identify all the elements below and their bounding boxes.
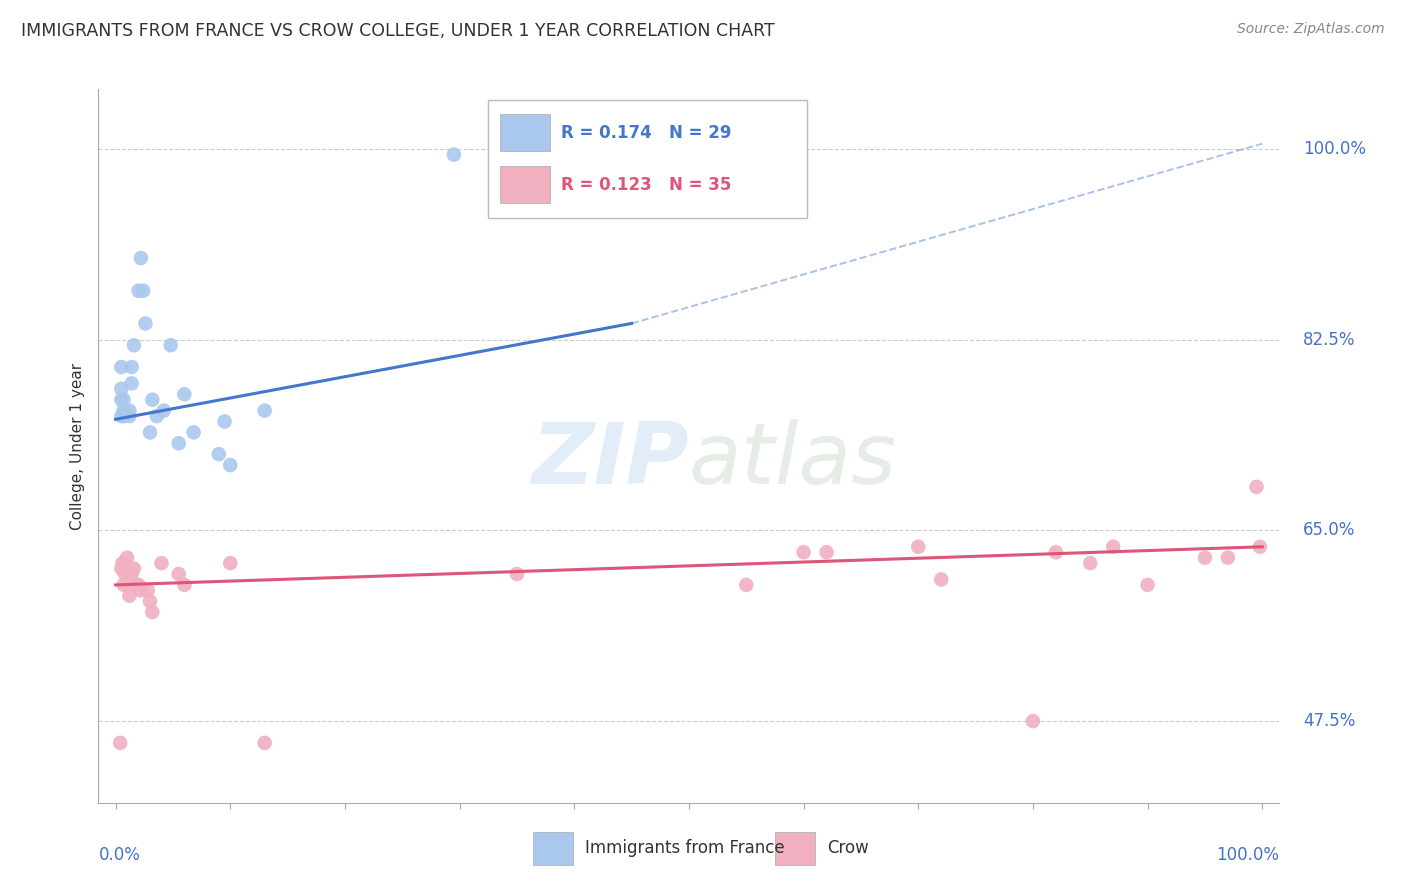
Point: [141, 392, 163, 407]
Text: 82.5%: 82.5%: [1303, 331, 1355, 349]
Point: [1022, 714, 1045, 728]
Text: 65.0%: 65.0%: [1303, 522, 1355, 540]
FancyBboxPatch shape: [533, 832, 574, 865]
Point: [167, 567, 190, 582]
Point: [128, 284, 150, 298]
Point: [443, 147, 465, 161]
Point: [793, 545, 815, 559]
Text: ZIP: ZIP: [531, 418, 689, 502]
Point: [121, 376, 143, 391]
Point: [139, 425, 162, 440]
Point: [111, 556, 134, 570]
Point: [1136, 578, 1159, 592]
Text: 100.0%: 100.0%: [1303, 140, 1367, 158]
Point: [1249, 540, 1271, 554]
Point: [219, 458, 242, 472]
Point: [121, 567, 143, 582]
Point: [129, 251, 152, 265]
Point: [110, 382, 132, 396]
Point: [112, 578, 135, 592]
Point: [150, 556, 173, 570]
FancyBboxPatch shape: [501, 166, 550, 203]
Point: [253, 736, 276, 750]
Point: [159, 338, 181, 352]
Point: [118, 403, 141, 417]
Point: [139, 594, 162, 608]
Point: [1045, 545, 1067, 559]
Text: 47.5%: 47.5%: [1303, 712, 1355, 730]
Point: [112, 403, 135, 417]
Point: [907, 540, 929, 554]
Point: [253, 403, 276, 417]
Point: [125, 578, 148, 592]
Point: [735, 578, 758, 592]
Point: [173, 387, 195, 401]
Point: [1194, 550, 1216, 565]
Point: [815, 545, 838, 559]
Point: [208, 447, 231, 461]
Point: [183, 425, 205, 440]
Point: [115, 550, 138, 565]
Point: [110, 359, 132, 374]
Text: R = 0.123   N = 35: R = 0.123 N = 35: [561, 176, 731, 194]
Point: [134, 317, 156, 331]
Point: [114, 567, 136, 582]
Point: [118, 409, 141, 423]
Point: [1216, 550, 1239, 565]
Point: [1078, 556, 1101, 570]
Text: 0.0%: 0.0%: [98, 846, 141, 863]
Text: Crow: Crow: [827, 839, 869, 857]
FancyBboxPatch shape: [501, 114, 550, 152]
Point: [110, 392, 132, 407]
Y-axis label: College, Under 1 year: College, Under 1 year: [70, 362, 86, 530]
Text: IMMIGRANTS FROM FRANCE VS CROW COLLEGE, UNDER 1 YEAR CORRELATION CHART: IMMIGRANTS FROM FRANCE VS CROW COLLEGE, …: [21, 22, 775, 40]
Point: [121, 359, 143, 374]
Text: atlas: atlas: [689, 418, 897, 502]
Point: [112, 409, 135, 423]
Point: [929, 573, 952, 587]
FancyBboxPatch shape: [488, 100, 807, 218]
Point: [118, 589, 141, 603]
Point: [173, 578, 195, 592]
Point: [128, 578, 150, 592]
Text: Source: ZipAtlas.com: Source: ZipAtlas.com: [1237, 22, 1385, 37]
Point: [110, 561, 132, 575]
Point: [146, 409, 169, 423]
Point: [132, 284, 155, 298]
FancyBboxPatch shape: [775, 832, 815, 865]
Point: [136, 583, 159, 598]
Point: [141, 605, 163, 619]
Text: 100.0%: 100.0%: [1216, 846, 1279, 863]
Point: [110, 409, 132, 423]
Point: [112, 392, 135, 407]
Point: [1246, 480, 1268, 494]
Text: R = 0.174   N = 29: R = 0.174 N = 29: [561, 124, 733, 142]
Text: Immigrants from France: Immigrants from France: [585, 839, 785, 857]
Point: [1102, 540, 1125, 554]
Point: [122, 561, 145, 575]
Point: [108, 736, 131, 750]
Point: [122, 338, 145, 352]
Point: [214, 415, 236, 429]
Point: [129, 583, 152, 598]
Point: [167, 436, 190, 450]
Point: [152, 403, 174, 417]
Point: [506, 567, 529, 582]
Point: [219, 556, 242, 570]
